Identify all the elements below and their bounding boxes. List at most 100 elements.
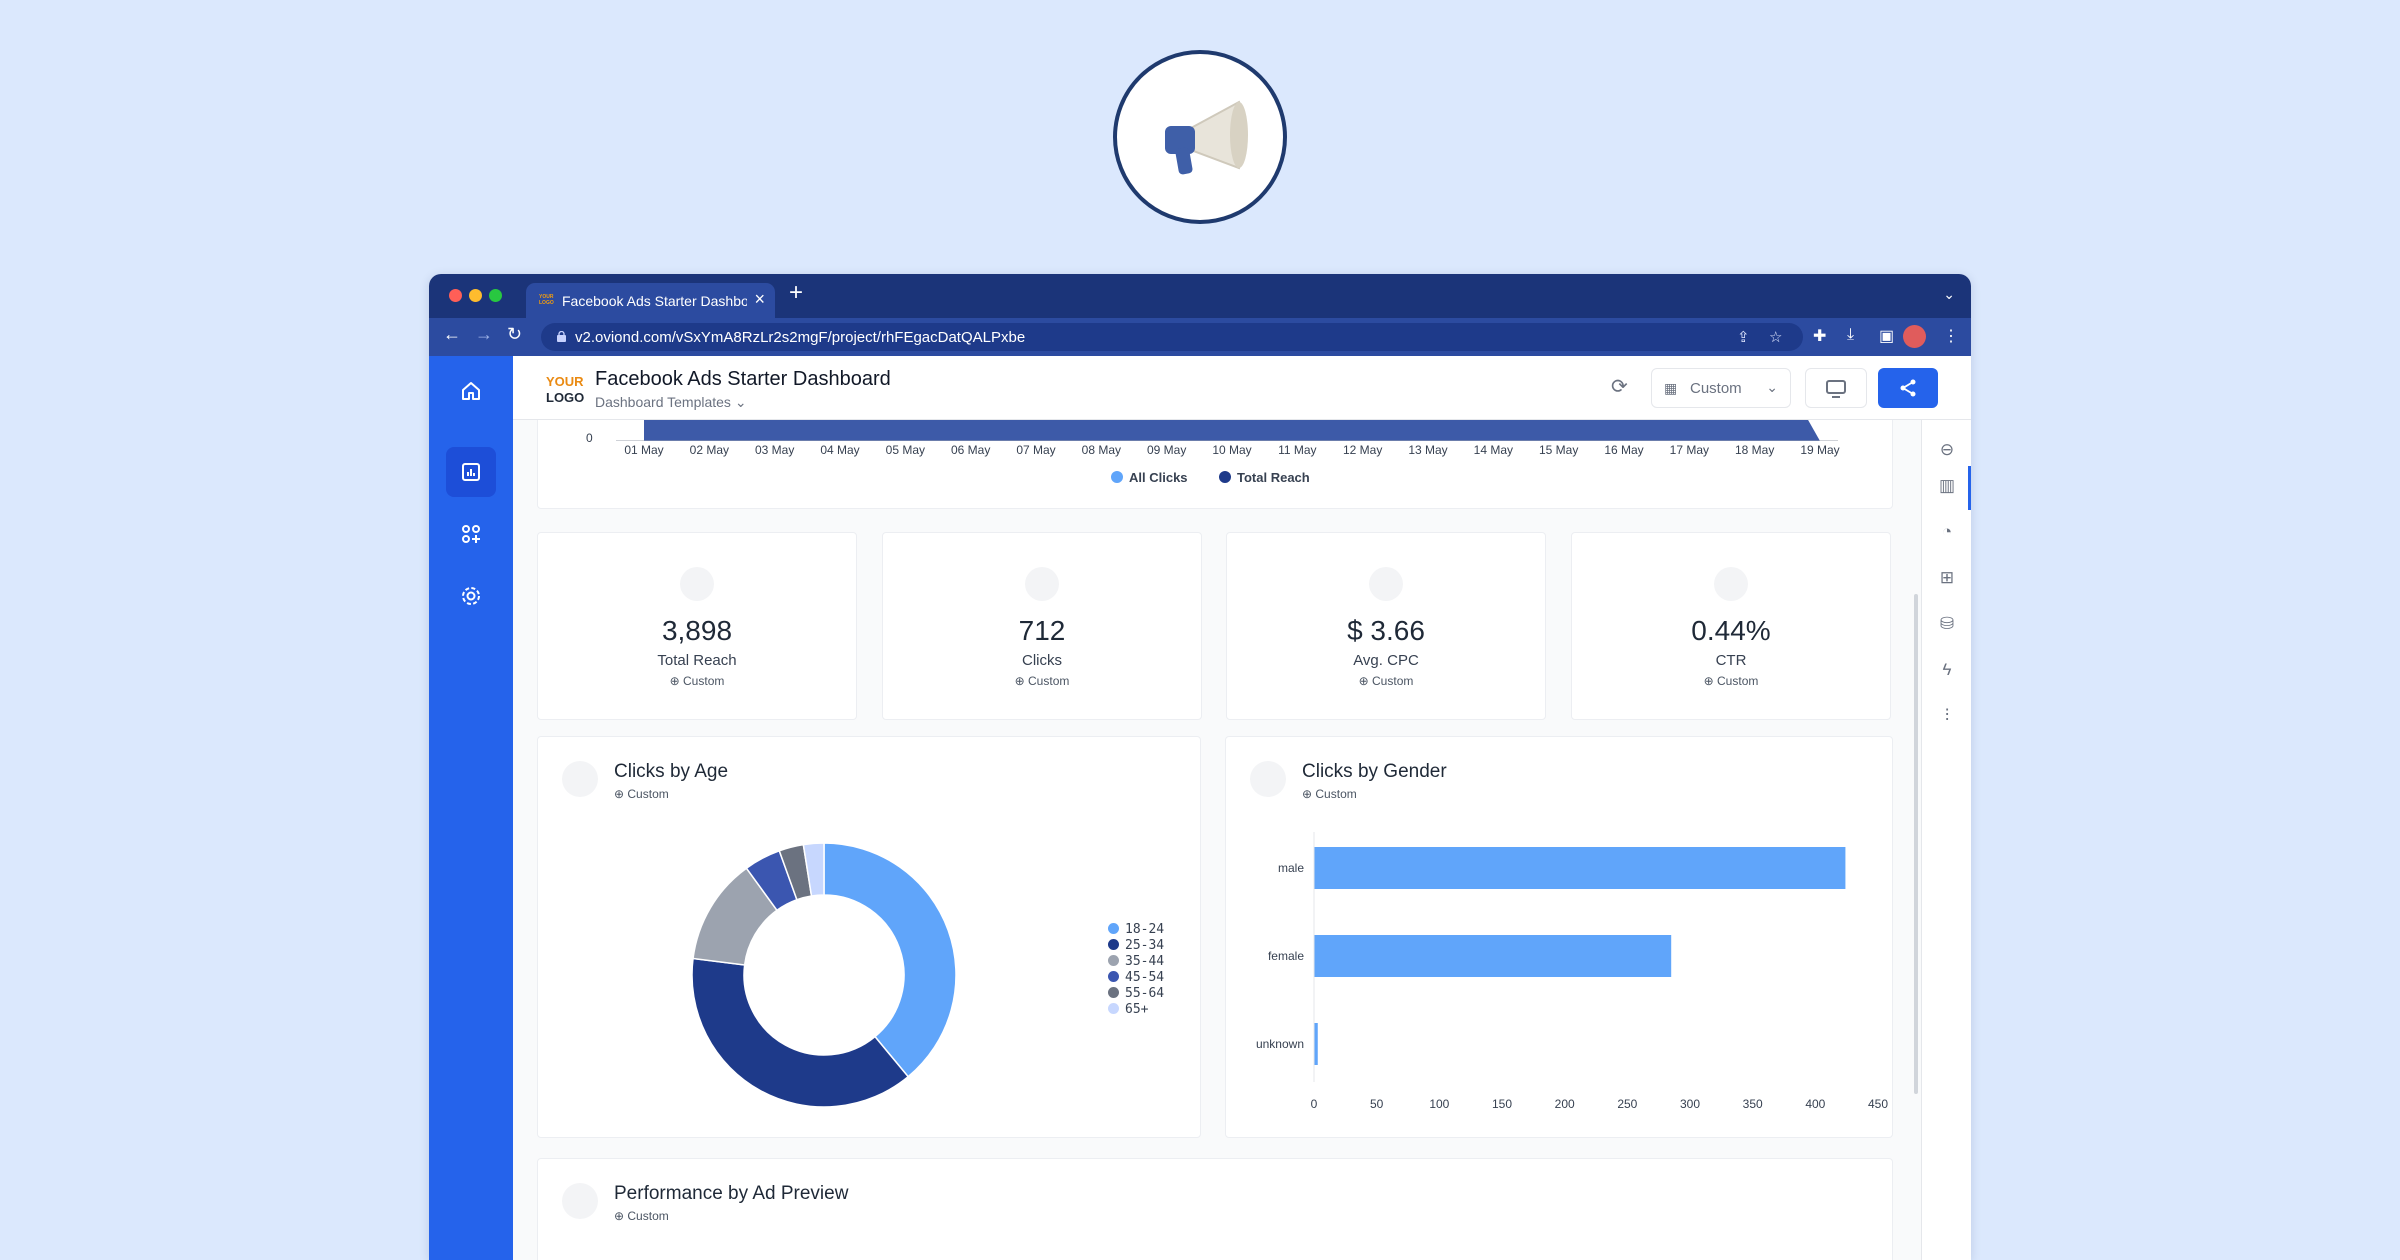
close-window-dot[interactable] — [449, 289, 462, 302]
browser-toolbar: ← → ↻ v2.oviond.com/vSxYmA8RzLr2s2mgF/pr… — [429, 318, 1971, 356]
widget-title: Clicks by Age — [614, 761, 729, 782]
megaphone-icon — [562, 761, 598, 797]
donut-slice-18-24[interactable] — [823, 842, 957, 1078]
x-axis-tick-label: 15 May — [1538, 443, 1579, 457]
category-label: female — [1267, 949, 1304, 963]
dashboard-canvas: 0 01 May 02 May 03 May 04 May 05 May 06 May 07… — [513, 420, 1921, 1260]
browser-tab[interactable]: YOUR LOGO Facebook Ads Starter Dashboard… — [526, 283, 775, 318]
minimize-window-dot[interactable] — [469, 289, 482, 302]
clicks-reach-timeline-card: 0 01 May 02 May 03 May 04 May 05 May 06 May 07… — [537, 420, 1893, 509]
database-icon[interactable]: ⛁ — [1939, 614, 1955, 633]
age-legend-item[interactable]: 35-44 — [1108, 954, 1164, 969]
kpi-label: Total Reach — [657, 652, 737, 669]
bookmark-star-icon[interactable]: ☆ — [1769, 329, 1783, 346]
dashboard-header: YOUR LOGO Facebook Ads Starter Dashboard… — [513, 356, 1971, 420]
x-axis-tick-label: 300 — [1679, 1097, 1701, 1111]
gender-bar-female[interactable] — [1314, 935, 1672, 977]
age-legend-item[interactable]: 55-64 — [1108, 986, 1164, 1001]
extensions-icon[interactable]: ✚ — [1813, 328, 1827, 345]
monitor-icon — [1826, 380, 1846, 398]
tab-search-chevron-icon[interactable]: ⌄ — [1943, 286, 1955, 302]
calendar-icon: ▦ — [1664, 380, 1678, 396]
dashboard-templates-dropdown[interactable]: Dashboard Templates ⌄ — [595, 394, 747, 411]
grid-icon[interactable]: ⊞ — [1939, 568, 1955, 587]
timeline-area-chart — [616, 420, 1838, 441]
refresh-icon[interactable]: ⟳ — [1611, 376, 1628, 398]
close-tab-icon[interactable]: × — [754, 289, 765, 309]
x-axis-tick-label: 18 May — [1734, 443, 1775, 457]
kpi-value: 0.44% — [1691, 615, 1771, 646]
x-axis-tick-label: 350 — [1742, 1097, 1763, 1111]
x-axis-tick-label: 09 May — [1146, 443, 1187, 457]
forward-icon[interactable]: → — [475, 324, 493, 344]
chart-icon — [462, 463, 480, 481]
dashboard-nav-button[interactable] — [446, 447, 496, 497]
donut-slice-25-34[interactable] — [691, 957, 910, 1108]
new-tab-icon[interactable]: + — [789, 279, 804, 306]
y-axis-zero-label: 0 — [586, 431, 593, 445]
tab-title: Facebook Ads Starter Dashboard — [562, 293, 747, 309]
pie-chart-icon[interactable]: ◔ — [1941, 522, 1953, 541]
donut-slice-65+[interactable] — [802, 842, 825, 897]
date-range-label: Custom — [1690, 380, 1742, 397]
share-page-icon[interactable]: ⇪ — [1737, 329, 1750, 346]
download-icon[interactable]: ⤓ — [1847, 326, 1855, 343]
gender-bar-unknown[interactable] — [1314, 1023, 1318, 1065]
kpi-value: $ 3.66 — [1347, 615, 1425, 646]
x-axis-tick-label: 13 May — [1408, 443, 1448, 457]
gender-bar-male[interactable] — [1314, 847, 1846, 889]
megaphone-icon — [680, 567, 714, 601]
widget-title: Clicks by Gender — [1302, 761, 1447, 782]
lightning-icon[interactable]: ϟ — [1942, 660, 1952, 679]
date-range-select[interactable]: ▦ Custom ⌄ — [1651, 368, 1791, 408]
x-axis-tick-label: 07 May — [1016, 443, 1056, 457]
widget-range: ⊕ Custom — [614, 787, 669, 801]
side-panel-icon[interactable]: ▣ — [1879, 328, 1895, 345]
age-legend-item[interactable]: 45-54 — [1108, 970, 1164, 985]
age-donut-chart — [691, 842, 957, 1108]
kpi-card-total-reach: 3,898 Total Reach ⊕ Custom — [537, 532, 857, 720]
category-label: unknown — [1255, 1037, 1304, 1051]
back-icon[interactable]: ← — [443, 324, 461, 344]
address-bar[interactable]: v2.oviond.com/vSxYmA8RzLr2s2mgF/project/… — [541, 323, 1803, 351]
share-button[interactable] — [1878, 368, 1938, 408]
x-axis-tick-label: 05 May — [885, 443, 925, 457]
maximize-window-dot[interactable] — [489, 289, 502, 302]
x-axis-tick-label: 06 May — [950, 443, 991, 457]
bar-chart-icon[interactable]: ▥ — [1938, 476, 1956, 495]
legend-total-reach[interactable]: Total Reach — [1219, 470, 1310, 485]
gear-icon — [462, 587, 480, 605]
widget-title: Performance by Ad Preview — [614, 1183, 849, 1204]
tab-favicon: YOUR LOGO — [539, 294, 554, 306]
chevron-down-icon: ⌄ — [734, 394, 747, 410]
age-legend-item[interactable]: 65+ — [1108, 1002, 1148, 1017]
kpi-label: Avg. CPC — [1353, 652, 1419, 669]
breadcrumb-label: Dashboard Templates — [595, 394, 731, 410]
profile-avatar[interactable] — [1903, 325, 1926, 348]
home-nav-button[interactable] — [446, 366, 496, 416]
brand-logo: YOUR LOGO — [546, 374, 585, 405]
x-axis-tick-label: 150 — [1491, 1097, 1513, 1111]
x-axis-tick-label: 400 — [1805, 1097, 1826, 1111]
sliders-icon[interactable]: ⫶ — [1944, 706, 1950, 725]
collapse-panel-icon[interactable]: ⊖ — [1939, 440, 1955, 459]
x-axis-tick-label: 03 May — [754, 443, 795, 457]
x-axis-tick-label: 16 May — [1604, 443, 1644, 457]
browser-menu-icon[interactable]: ⋮ — [1943, 328, 1959, 345]
kpi-range: ⊕ Custom — [1014, 674, 1070, 688]
widgets-nav-button[interactable] — [446, 509, 496, 559]
reload-icon[interactable]: ↻ — [507, 324, 523, 344]
kpi-card-avg-cpc: $ 3.66 Avg. CPC ⊕ Custom — [1226, 532, 1546, 720]
megaphone-icon — [562, 1183, 598, 1219]
settings-nav-button[interactable] — [446, 571, 496, 621]
widget-range: ⊕ Custom — [1302, 787, 1357, 801]
content-scrollbar[interactable] — [1914, 594, 1918, 1094]
share-icon — [1900, 379, 1916, 397]
present-button[interactable] — [1805, 368, 1867, 408]
age-legend-item[interactable]: 25-34 — [1108, 938, 1164, 953]
legend-all-clicks[interactable]: All Clicks — [1111, 470, 1188, 485]
category-label: male — [1277, 861, 1304, 875]
x-axis-tick-label: 250 — [1617, 1097, 1638, 1111]
chevron-down-icon: ⌄ — [1766, 379, 1778, 395]
age-legend-item[interactable]: 18-24 — [1108, 922, 1164, 937]
